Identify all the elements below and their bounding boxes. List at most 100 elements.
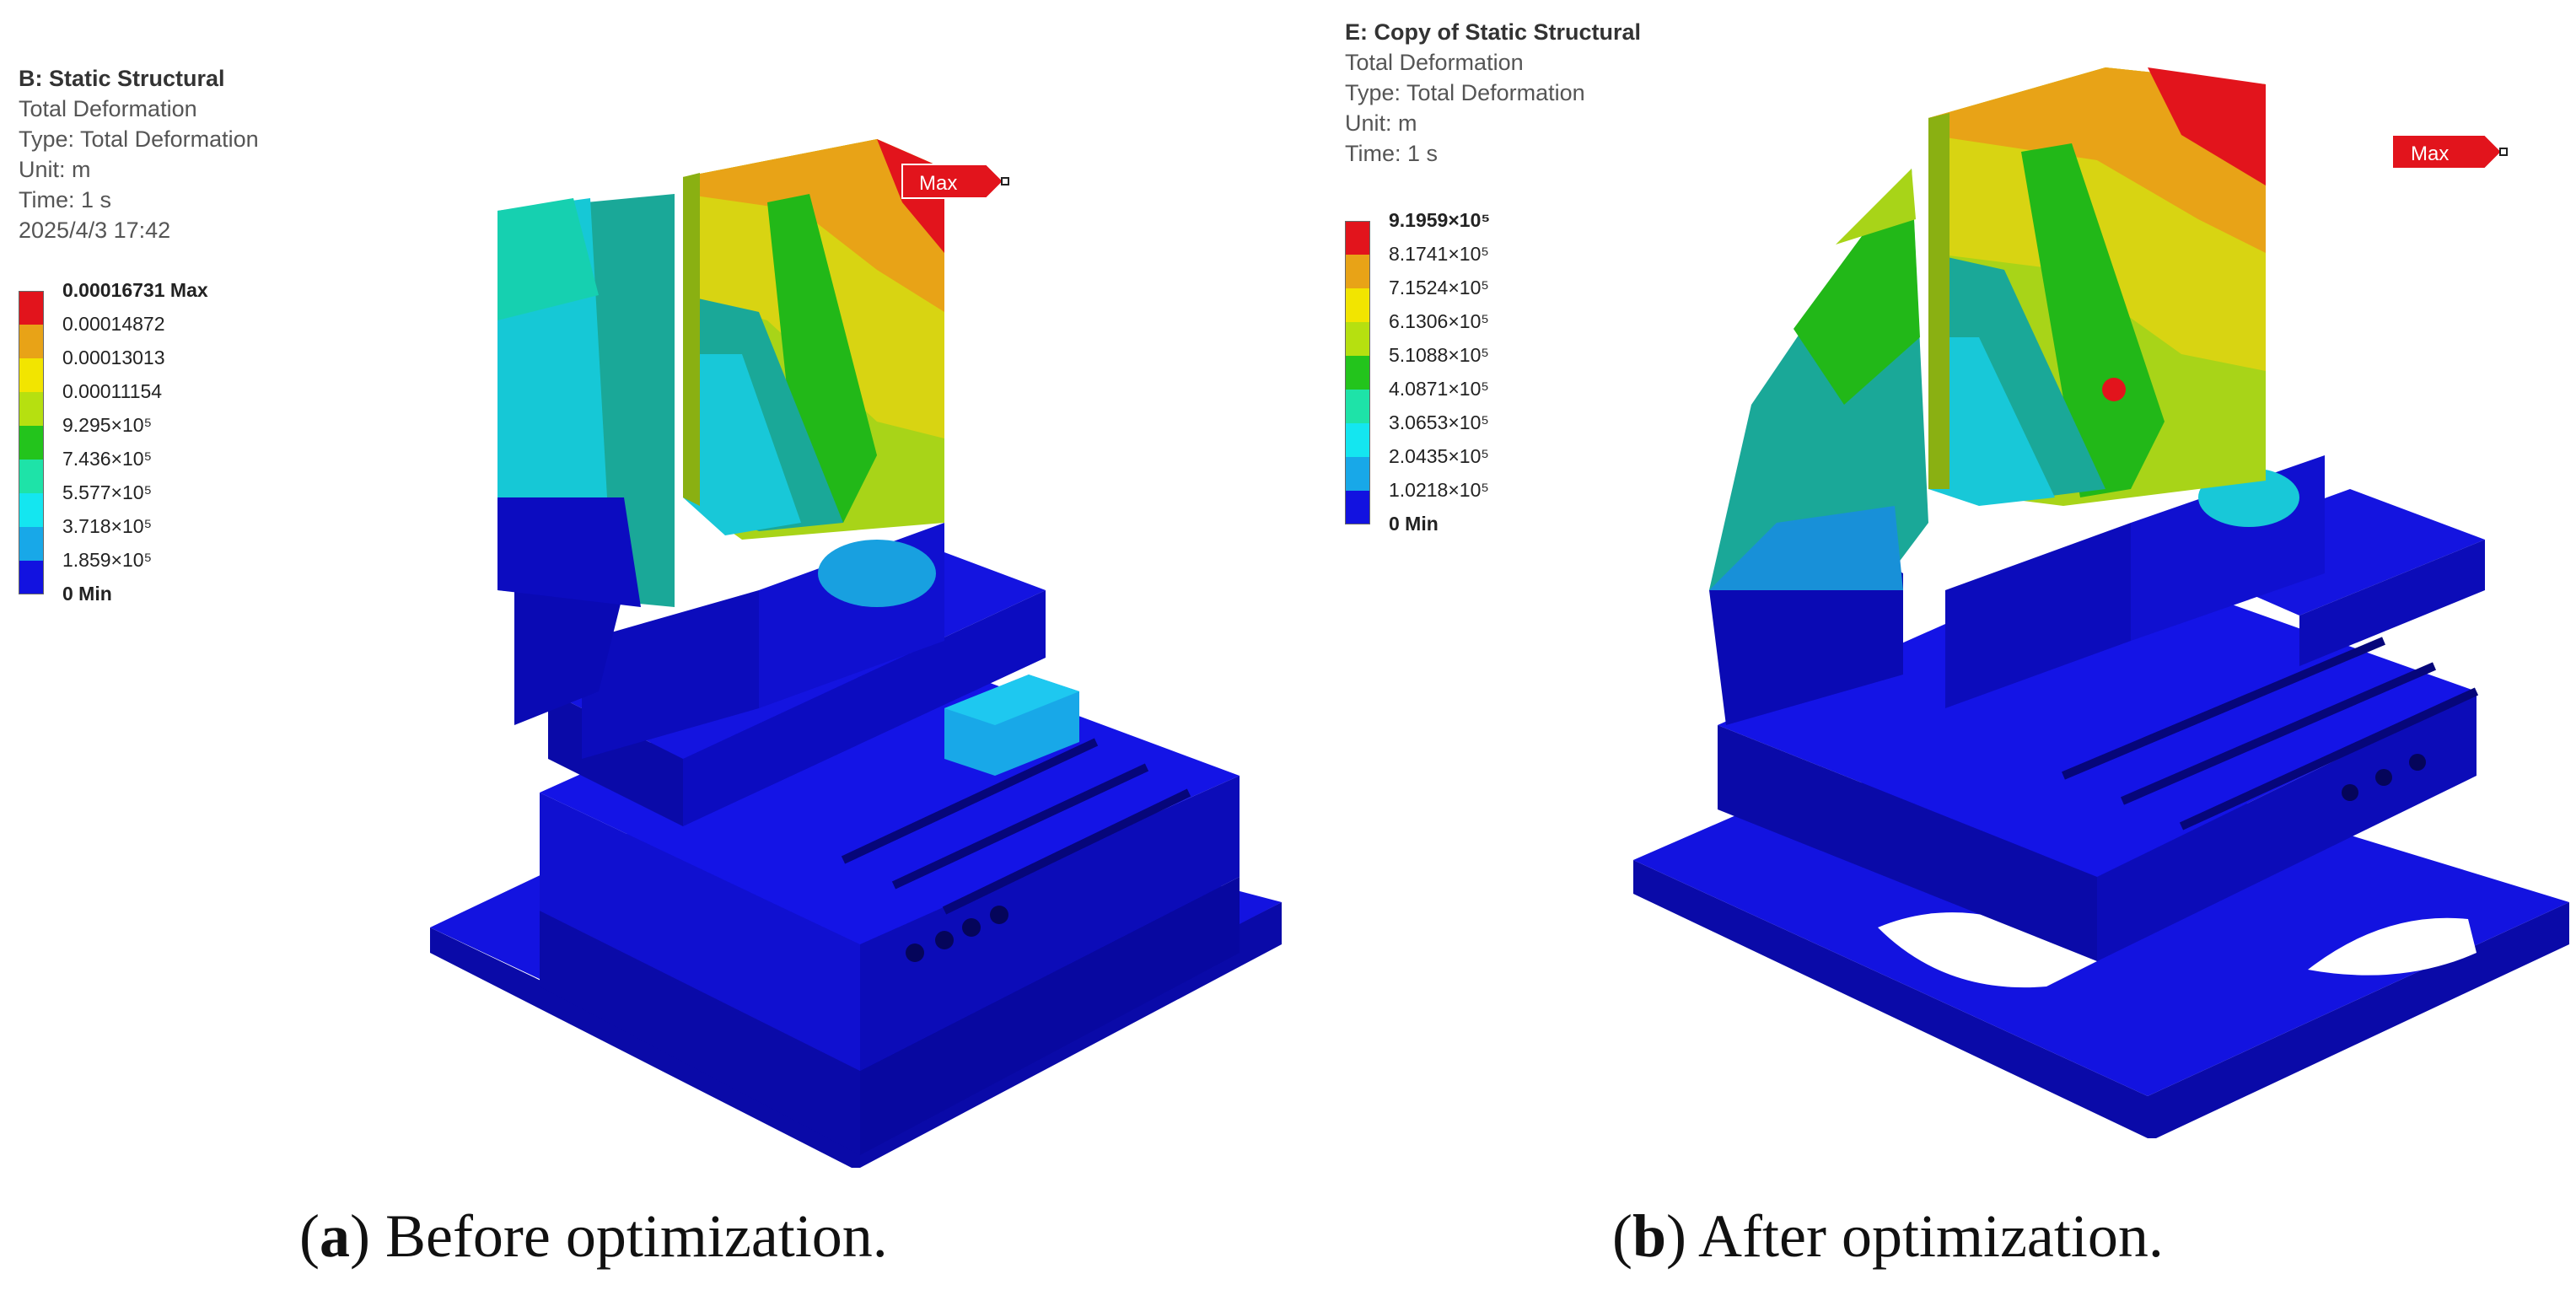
- base-block-side: [860, 776, 1240, 1071]
- legend-label: 2.0435×10⁵: [1389, 445, 1489, 467]
- bolt-hole: [962, 918, 981, 937]
- legend-label: 0.00014872: [62, 313, 165, 335]
- max-tag: [901, 164, 1005, 199]
- legend-label: 4.0871×10⁵: [1389, 378, 1489, 400]
- legend-min-label: 0 Min: [1389, 513, 1439, 535]
- bolt-hole: [2409, 754, 2426, 771]
- panel-after-optimization: E: Copy of Static Structural Total Defor…: [1288, 0, 2576, 1270]
- column-cyan-band: [1928, 337, 2055, 506]
- column-left-face-lower: [497, 497, 641, 607]
- base-block-right: [860, 877, 1240, 1155]
- result-unit: Unit: m: [19, 157, 91, 182]
- rail-slot: [891, 763, 1149, 890]
- legend-swatch: [19, 325, 44, 358]
- base-block-front-top: [540, 793, 860, 1071]
- carriage-front: [1718, 725, 2097, 961]
- rail-slot: [2121, 662, 2436, 805]
- legend-label: 1.859×10⁵: [62, 549, 153, 571]
- legend-swatch: [19, 358, 44, 392]
- legend-swatch: [1345, 390, 1370, 423]
- bolt-hole: [906, 943, 924, 962]
- column-front-orange: [683, 139, 944, 312]
- max-probe-marker: [2499, 148, 2508, 156]
- result-timestamp: 2025/4/3 17:42: [19, 218, 171, 243]
- legend-label: 1.0218×10⁵: [1389, 479, 1489, 501]
- spindle-mount: [582, 590, 759, 759]
- base-block-front: [540, 911, 860, 1155]
- legend-label: 9.1959×10⁵: [1389, 209, 1491, 231]
- legend-label: 3.0653×10⁵: [1389, 411, 1489, 433]
- result-unit: Unit: m: [1345, 110, 1417, 136]
- analysis-title: B: Static Structural: [19, 66, 225, 91]
- rail-slot: [2179, 687, 2479, 831]
- legend-label: 0.00013013: [62, 347, 165, 368]
- carriage-top: [1718, 556, 2477, 877]
- carriage-side: [683, 590, 1046, 826]
- spindle-mount: [1945, 523, 2131, 708]
- legend-swatch: [19, 392, 44, 426]
- info-block: B: Static Structural Total Deformation T…: [19, 63, 259, 245]
- carriage-side: [2097, 691, 2477, 961]
- legend-swatch: [1345, 322, 1370, 356]
- caption-a: (a) Before optimization.: [299, 1202, 888, 1270]
- column-rib-lime: [1836, 169, 1916, 245]
- legend-label: 5.577×10⁵: [62, 481, 153, 503]
- legend-label: 5.1088×10⁵: [1389, 344, 1489, 366]
- legend-swatch: [19, 426, 44, 460]
- legend-label: 0.00011154: [62, 380, 163, 402]
- max-tag-label: Max: [919, 172, 957, 195]
- legend-label: 8.1741×10⁵: [1389, 243, 1489, 265]
- side-slide-top: [944, 675, 1079, 725]
- legend-swatch: [1345, 221, 1370, 255]
- bolt-hole: [2375, 769, 2392, 786]
- column-green-band: [2021, 143, 2165, 497]
- info-block: E: Copy of Static Structural Total Defor…: [1345, 17, 1641, 169]
- base-plate-side: [430, 902, 1282, 1168]
- result-name: Total Deformation: [19, 96, 197, 121]
- result-time: Time: 1 s: [19, 187, 112, 212]
- result-name: Total Deformation: [1345, 50, 1524, 75]
- column-front-red: [2148, 67, 2266, 185]
- column-cyan-band: [683, 354, 801, 535]
- max-probe-marker: [1001, 177, 1009, 185]
- legend-swatch: [1345, 356, 1370, 390]
- max-tag-label: Max: [2411, 142, 2449, 165]
- legend-label: 7.436×10⁵: [62, 448, 153, 470]
- column-edge: [1928, 113, 1949, 489]
- rail-slot: [2062, 637, 2385, 780]
- legend-swatch: [19, 493, 44, 527]
- column-left-face-top: [497, 198, 599, 320]
- legend-min-label: 0 Min: [62, 583, 112, 605]
- caption-b: (b) After optimization.: [1612, 1202, 2164, 1270]
- max-tag: [2391, 134, 2503, 169]
- caption-letter: a: [319, 1202, 350, 1270]
- legend-swatch: [1345, 491, 1370, 524]
- column-rib-sky: [1709, 506, 1903, 590]
- caption-letter: b: [1632, 1202, 1667, 1270]
- result-type: Type: Total Deformation: [19, 126, 259, 152]
- rail-slot: [841, 738, 1099, 864]
- bolt-hole: [935, 931, 954, 949]
- legend-label: 7.1524×10⁵: [1389, 277, 1489, 298]
- analysis-title: E: Copy of Static Structural: [1345, 19, 1642, 45]
- legend-swatch: [19, 527, 44, 561]
- legend-swatch: [19, 460, 44, 493]
- bolt-hole: [2342, 784, 2358, 801]
- legend-swatch: [1345, 288, 1370, 322]
- base-cutout: [2308, 917, 2477, 976]
- base-cutout: [1878, 912, 2097, 988]
- result-time: Time: 1 s: [1345, 141, 1439, 166]
- rail-slot: [942, 788, 1191, 915]
- caption-text: After optimization.: [1698, 1202, 2164, 1270]
- legend-label: 9.295×10⁵: [62, 414, 153, 436]
- caption-text: Before optimization.: [385, 1202, 888, 1270]
- spindle-nose: [818, 540, 936, 607]
- fea-model-after: Max: [1633, 67, 2569, 1138]
- bolt-hole: [990, 906, 1008, 924]
- base-frame-side: [1633, 860, 2569, 1138]
- probe-point: [2102, 378, 2126, 401]
- legend-swatch: [1345, 457, 1370, 491]
- result-type: Type: Total Deformation: [1345, 80, 1585, 105]
- panel-before-optimization: B: Static Structural Total Deformation T…: [0, 0, 1288, 1270]
- legend-swatch: [19, 561, 44, 594]
